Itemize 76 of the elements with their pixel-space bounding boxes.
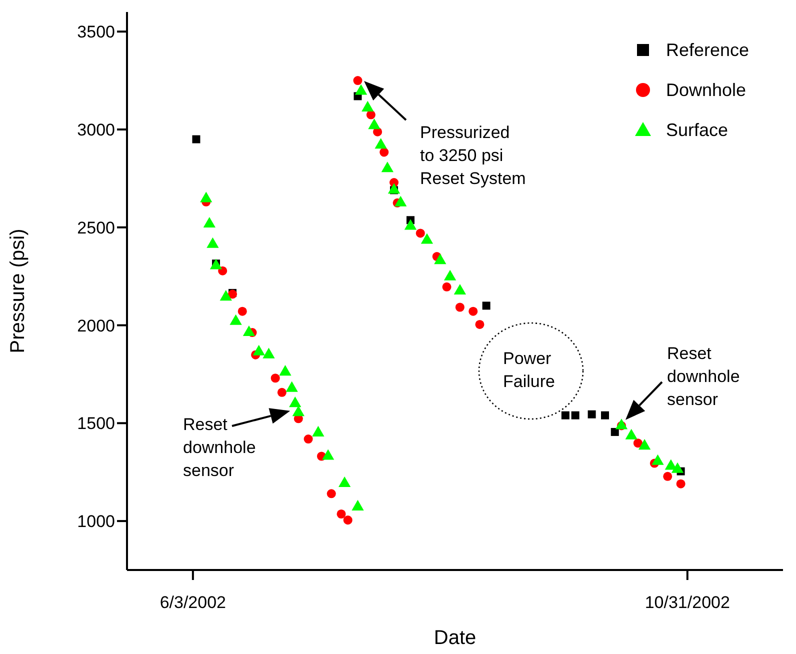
point (252, 344, 265, 356)
point (600, 411, 609, 420)
point (571, 411, 580, 420)
point (671, 462, 684, 473)
point (206, 237, 219, 248)
y-tick-label: 3500 (77, 22, 115, 42)
y-tick-label: 2000 (77, 316, 115, 336)
point (326, 489, 336, 498)
point (203, 217, 216, 228)
point (388, 183, 400, 194)
point (420, 233, 434, 244)
point (312, 426, 324, 436)
annotation: Reset downhole sensor (183, 415, 256, 480)
y-tick-label: 2500 (77, 218, 115, 238)
point (368, 118, 380, 130)
point (468, 306, 478, 316)
point (638, 439, 651, 450)
point (292, 406, 304, 416)
point (615, 418, 628, 430)
point (444, 270, 456, 280)
point (676, 479, 686, 488)
annotation: Power Failure (503, 349, 555, 391)
legend-label: Reference (666, 40, 750, 60)
annotation: Pressurized to 3250 psi Reset System (420, 123, 526, 188)
point (610, 428, 619, 436)
point (434, 254, 446, 264)
x-tick-label: 10/31/2002 (644, 593, 730, 612)
point (404, 219, 417, 230)
point (374, 138, 387, 149)
y-tick-label: 1500 (77, 414, 115, 434)
point (588, 410, 596, 418)
point (238, 306, 247, 316)
legend-label: Downhole (666, 80, 746, 100)
point (270, 374, 280, 383)
x-axis-title: Date (434, 627, 476, 649)
point (220, 290, 232, 301)
point (380, 148, 389, 157)
x-tick-label: 6/3/2002 (160, 593, 226, 612)
point (366, 110, 376, 120)
point (242, 325, 256, 336)
point (289, 396, 302, 408)
legend-label: Surface (666, 120, 728, 140)
point (192, 135, 200, 144)
point (336, 510, 346, 519)
point (304, 434, 313, 444)
point (277, 388, 286, 397)
point (625, 428, 638, 440)
point (352, 500, 364, 510)
y-axis-title: Pressure (psi) (7, 228, 30, 354)
point (262, 348, 275, 358)
point (394, 196, 407, 206)
point (286, 381, 298, 392)
point (322, 449, 334, 460)
point (338, 476, 351, 487)
point (230, 314, 242, 325)
point (652, 454, 664, 465)
point (454, 284, 466, 295)
point (455, 302, 464, 312)
point (354, 84, 368, 95)
point (362, 100, 374, 112)
point (279, 365, 292, 376)
y-tick-label: 3000 (77, 120, 115, 140)
point (416, 228, 425, 238)
point (561, 411, 570, 420)
point (200, 192, 212, 202)
y-tick-label: 1000 (77, 512, 115, 532)
annotation: Reset downhole sensor (667, 344, 740, 409)
point (475, 320, 484, 329)
point (442, 282, 452, 292)
point (343, 516, 352, 525)
point (633, 438, 642, 448)
point (482, 302, 490, 310)
point (353, 76, 362, 86)
point (663, 472, 672, 481)
point (381, 162, 394, 172)
point (210, 258, 222, 270)
